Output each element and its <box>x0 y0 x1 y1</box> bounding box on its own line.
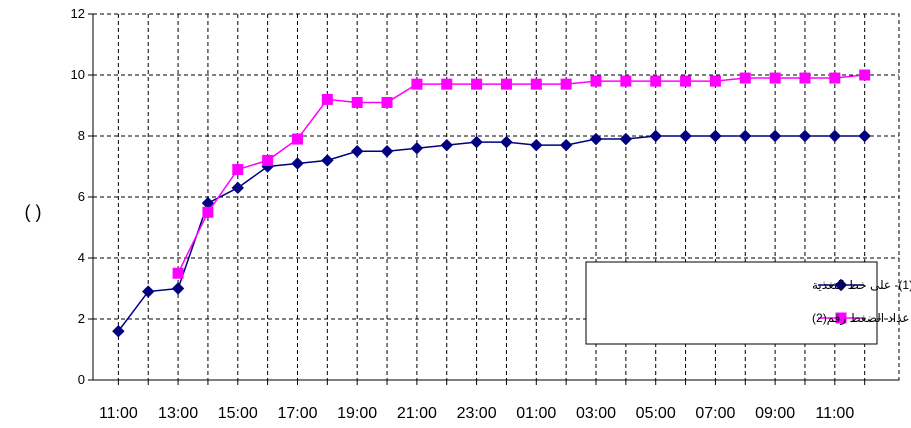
data-point <box>262 154 274 166</box>
legend-label: عداد الضغط رقم(2) <box>812 311 910 326</box>
data-point <box>858 129 871 143</box>
data-point <box>829 72 841 84</box>
x-tick-label: 11:00 <box>99 405 138 422</box>
data-point <box>500 78 512 90</box>
data-point <box>589 132 603 146</box>
data-point <box>142 285 155 298</box>
x-tick-label: 13:00 <box>158 405 198 422</box>
x-tick-label: 05:00 <box>636 405 676 422</box>
data-point <box>380 145 394 158</box>
data-point <box>739 72 751 84</box>
data-point <box>768 129 782 143</box>
y-tick-label: 10 <box>71 67 85 82</box>
data-point <box>859 69 871 81</box>
y-tick-label: 8 <box>78 128 85 143</box>
data-point <box>351 96 363 108</box>
series-layer <box>112 69 871 338</box>
legend-box <box>585 261 878 345</box>
x-tick-label: 01:00 <box>516 405 556 422</box>
legend-marker <box>834 278 848 292</box>
series-1 <box>112 129 871 338</box>
data-point <box>232 164 244 176</box>
data-point <box>739 129 752 143</box>
data-point <box>171 282 185 295</box>
axes: 0 2 4 6 8 10 12 11:00 13:00 15:00 17:00 19:00 21:00 2… <box>71 6 899 422</box>
data-point <box>560 78 572 90</box>
x-tick-label: 17:00 <box>277 405 317 422</box>
data-point <box>381 96 393 108</box>
data-point <box>202 206 214 218</box>
data-point <box>649 129 662 143</box>
data-point <box>679 129 692 143</box>
data-point <box>410 141 424 155</box>
y-tick-label: 0 <box>78 372 85 387</box>
data-point <box>559 138 573 152</box>
series-2 <box>172 69 871 279</box>
legend-marker <box>835 312 847 324</box>
data-point <box>321 154 334 167</box>
x-tick-label: 19:00 <box>337 405 377 422</box>
data-point <box>470 135 483 149</box>
data-point <box>321 93 333 105</box>
data-point <box>411 78 423 90</box>
y-tick-label: 2 <box>78 311 85 326</box>
data-point <box>471 78 483 90</box>
y-axis-label: ( ) <box>25 202 42 222</box>
data-point <box>590 75 602 87</box>
data-point <box>799 72 811 84</box>
data-point <box>231 181 244 195</box>
series-line <box>177 74 865 274</box>
data-point <box>112 324 125 338</box>
x-tick-label: 09:00 <box>755 405 795 422</box>
data-point <box>291 157 304 170</box>
x-tick-label: 11:00 <box>815 405 854 422</box>
data-point <box>680 75 692 87</box>
x-tick-label: 21:00 <box>397 405 437 422</box>
x-tick-label: 23:00 <box>457 405 497 422</box>
data-point <box>291 133 303 145</box>
data-point <box>172 267 184 279</box>
data-point <box>619 132 633 146</box>
y-tick-label: 12 <box>71 6 85 21</box>
x-tick-label: 15:00 <box>218 405 258 422</box>
data-point <box>650 75 662 87</box>
data-point <box>441 78 453 90</box>
legend: عداد الضغط رقم (1)- على خط التغذية عداد ا… <box>585 261 911 345</box>
x-tick-label: 03:00 <box>576 405 616 422</box>
y-tick-label: 6 <box>78 189 85 204</box>
data-point <box>828 129 842 143</box>
data-point <box>530 78 542 90</box>
data-point <box>769 72 781 84</box>
data-point <box>620 75 632 87</box>
data-point <box>500 135 513 149</box>
data-point <box>440 138 453 152</box>
y-tick-label: 4 <box>78 250 85 265</box>
x-tick-label: 07:00 <box>695 405 735 422</box>
data-point <box>350 145 364 158</box>
data-point <box>709 129 722 143</box>
data-point <box>530 138 543 152</box>
data-point <box>798 129 812 143</box>
legend-label: عداد الضغط رقم (1)- على خط التغذية <box>812 278 911 293</box>
data-point <box>709 75 721 87</box>
